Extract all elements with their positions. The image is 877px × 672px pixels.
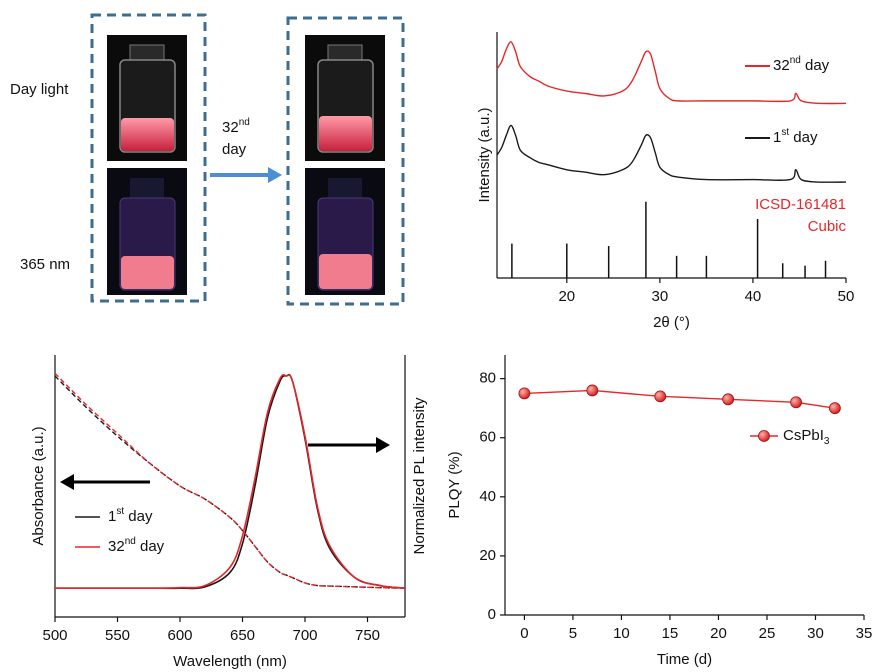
- x-tick-label: 500: [42, 627, 67, 644]
- row-label: Day light: [10, 81, 69, 98]
- legend-marker: [758, 430, 770, 442]
- x-tick-label: 650: [230, 627, 255, 644]
- x-tick-label: 600: [167, 627, 192, 644]
- legend-label: 1st day: [108, 506, 153, 525]
- y-tick-label: 0: [488, 606, 496, 623]
- x-tick-label: 10: [613, 625, 630, 642]
- series-line: [496, 124, 847, 183]
- legend-label: 1st day: [773, 127, 818, 146]
- y-tick-label: 40: [479, 488, 496, 505]
- x-tick-label: 15: [662, 625, 679, 642]
- x-tick-label: 20: [710, 625, 727, 642]
- arrow-head: [376, 437, 390, 453]
- arrow-head: [60, 474, 74, 490]
- legend-label: 32nd day: [773, 55, 830, 74]
- photo-uv: [107, 168, 187, 295]
- x-tick-label: 5: [569, 625, 577, 642]
- frame: [90, 13, 207, 303]
- legend-label: 32nd day: [108, 536, 165, 555]
- y-tick-label: 20: [479, 547, 496, 564]
- legend-label: CsPbI3: [783, 427, 830, 447]
- x-axis-label: 2θ (°): [653, 314, 690, 331]
- x-axis-label: Time (d): [657, 651, 712, 668]
- y-tick-label: 80: [479, 370, 496, 387]
- marker: [586, 384, 599, 397]
- x-tick-label: 25: [759, 625, 776, 642]
- photo-day: [107, 35, 187, 161]
- x-tick-label: 750: [355, 627, 380, 644]
- x-tick-label: 20: [558, 288, 575, 305]
- y-axis-label: Intensity (a.u.): [476, 107, 493, 202]
- x-tick-label: 40: [745, 288, 762, 305]
- x-tick-label: 50: [838, 288, 855, 305]
- reference-name: ICSD-161481: [755, 196, 846, 213]
- y-axis-label: Absorbance (a.u.): [30, 426, 47, 545]
- series-line: [55, 374, 406, 590]
- marker: [654, 390, 667, 403]
- photo-panel: Day light 365 nm 32nd day: [10, 13, 405, 306]
- arrow-label: 32nd day: [222, 117, 250, 158]
- x-tick-label: 30: [652, 288, 669, 305]
- x-tick-label: 35: [856, 625, 873, 642]
- y-tick-label: 60: [479, 429, 496, 446]
- arrow-head: [268, 167, 282, 183]
- marker: [518, 387, 531, 400]
- marker: [828, 402, 841, 415]
- x-tick-label: 30: [807, 625, 824, 642]
- row-label: 365 nm: [20, 256, 70, 273]
- reference-label: Cubic: [808, 218, 847, 235]
- photo-day: [305, 35, 385, 161]
- y-axis-label: PLQY (%): [446, 451, 463, 518]
- series-line: [524, 389, 835, 409]
- frame: [286, 16, 405, 306]
- marker: [790, 396, 802, 409]
- marker: [722, 393, 735, 406]
- series-line: [54, 372, 406, 589]
- x-tick-label: 700: [292, 627, 317, 644]
- x-tick-label: 0: [520, 625, 528, 642]
- y2-axis-label: Normalized PL intensity: [411, 397, 428, 555]
- x-axis-label: Wavelength (nm): [173, 653, 287, 670]
- series-line: [496, 41, 847, 105]
- photo-uv: [305, 168, 385, 295]
- x-tick-label: 550: [105, 627, 130, 644]
